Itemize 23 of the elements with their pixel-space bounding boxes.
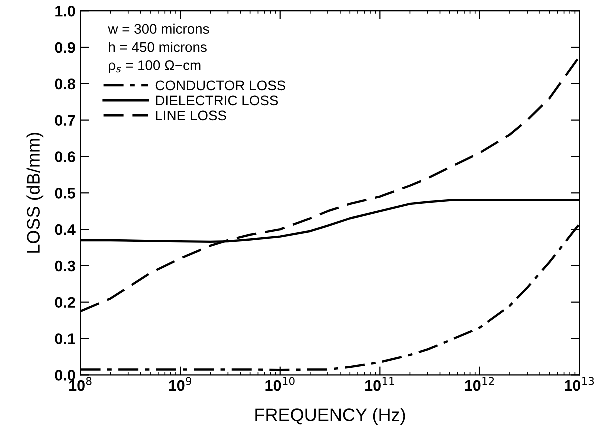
x-tick-label: 10$^{10}$ (266, 377, 295, 392)
y-tick-label: 0.9 (55, 42, 76, 54)
y-tick-label: 0.4 (55, 224, 76, 236)
y-tick-label: 0.8 (55, 78, 76, 90)
annotation: w = 300 microns (108, 24, 210, 34)
y-tick-label: 0.7 (55, 115, 76, 126)
y-tick-label: 0.2 (55, 297, 76, 308)
legend-label: DIELECTRIC LOSS (156, 96, 278, 106)
y-tick-label: 0.3 (55, 260, 76, 272)
x-tick-label: 10$^{9}$ (169, 377, 192, 392)
x-tick-label: 10$^{11}$ (366, 377, 394, 392)
y-tick-label: 0.5 (55, 188, 76, 199)
legend-label: CONDUCTOR LOSS (156, 80, 286, 91)
x-tick-label: 10$^{12}$ (465, 377, 494, 392)
x-axis-title: FREQUENCY (Hz) (256, 408, 406, 425)
annotation: h = 450 microns (109, 42, 207, 52)
legend-label: LINE LOSS (156, 110, 226, 121)
y-tick-label: 0.1 (55, 334, 76, 344)
y-tick-label: 0.6 (55, 152, 76, 162)
annotation: ρ$_{s}$ = 100 Ω−cm (109, 60, 201, 74)
y-tick-label: 1.0 (56, 6, 76, 17)
y-axis-title: LOSS (dB/mm) (26, 133, 44, 253)
x-tick-label: 10$^{13}$ (565, 377, 594, 392)
